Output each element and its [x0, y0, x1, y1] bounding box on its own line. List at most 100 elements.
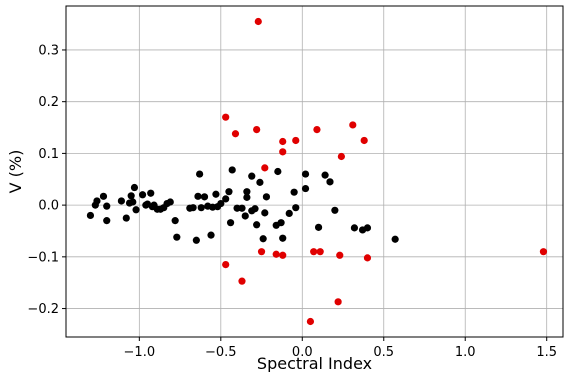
data-point: [279, 234, 287, 242]
data-point: [197, 204, 205, 212]
data-point: [222, 260, 230, 269]
data-point: [314, 223, 323, 231]
data-point: [391, 235, 399, 243]
data-point: [334, 298, 342, 306]
data-point: [301, 184, 310, 193]
data-point: [313, 126, 321, 134]
data-point: [253, 126, 261, 134]
data-point: [243, 193, 251, 201]
data-point: [103, 202, 111, 210]
data-point: [222, 195, 230, 203]
x-tick-label: 0.5: [373, 345, 394, 360]
data-point: [173, 233, 181, 241]
data-point: [279, 148, 287, 156]
data-point: [292, 204, 300, 212]
y-axis-ticks: −0.2 −0.1 0.0 0.1 0.2 0.3: [27, 43, 66, 317]
data-point: [194, 192, 202, 200]
data-point: [253, 221, 261, 229]
data-point: [301, 170, 310, 178]
data-point: [254, 17, 262, 26]
data-point: [228, 166, 236, 174]
data-point: [127, 192, 135, 200]
data-point: [189, 204, 197, 212]
data-point: [360, 136, 368, 145]
data-point: [350, 224, 359, 232]
data-point: [132, 206, 140, 214]
series-0: [86, 166, 399, 244]
data-point: [285, 209, 293, 217]
series-1: [222, 17, 548, 326]
data-point: [147, 189, 155, 197]
data-point: [290, 188, 298, 196]
data-point: [196, 170, 204, 178]
data-point: [238, 277, 246, 285]
data-point: [279, 137, 287, 146]
data-point: [259, 235, 267, 243]
x-tick-label: 0.0: [292, 345, 313, 360]
data-point: [292, 136, 300, 145]
data-point: [222, 113, 230, 121]
data-point: [349, 121, 357, 129]
data-point: [217, 199, 225, 208]
data-point: [117, 197, 126, 205]
data-point: [337, 152, 345, 161]
data-point: [200, 193, 209, 201]
y-tick-label: −0.1: [27, 250, 59, 265]
data-point: [363, 254, 372, 262]
data-point: [331, 206, 339, 214]
data-point: [171, 217, 179, 225]
y-tick-label: 0.2: [38, 95, 59, 110]
plot-frame: [65, 5, 564, 338]
y-tick-label: 0.3: [38, 43, 59, 58]
data-point: [316, 248, 324, 256]
data-point: [122, 214, 130, 222]
data-points: [86, 17, 548, 326]
data-point: [248, 172, 256, 180]
data-point: [261, 209, 269, 217]
grid: [66, 6, 563, 337]
data-point: [256, 178, 264, 186]
data-point: [277, 219, 285, 227]
data-point: [336, 251, 344, 259]
data-point: [130, 183, 139, 192]
data-point: [272, 250, 280, 258]
data-point: [274, 167, 282, 176]
data-point: [310, 248, 318, 256]
data-point: [86, 211, 95, 220]
data-point: [321, 171, 329, 179]
x-tick-label: −1.0: [124, 345, 156, 360]
data-point: [251, 205, 259, 213]
y-axis-label: V (%): [6, 150, 25, 194]
data-point: [241, 212, 249, 220]
x-axis-ticks: −1.0 −0.5 0.0 0.5 1.0 1.5: [124, 337, 557, 360]
data-point: [262, 193, 271, 201]
y-tick-label: 0.1: [38, 147, 59, 162]
data-point: [166, 198, 174, 206]
data-point: [207, 231, 215, 239]
data-point: [306, 317, 315, 326]
data-point: [363, 224, 372, 232]
data-point: [192, 236, 200, 244]
x-tick-label: 1.5: [536, 345, 557, 360]
data-point: [93, 197, 101, 205]
data-point: [539, 248, 548, 256]
x-tick-label: −0.5: [205, 345, 237, 360]
data-point: [243, 188, 251, 196]
data-point: [257, 248, 266, 256]
x-axis-label: Spectral Index: [257, 354, 372, 372]
data-point: [231, 130, 240, 138]
data-point: [226, 219, 235, 227]
data-point: [138, 191, 147, 199]
data-point: [99, 192, 108, 200]
data-point: [238, 204, 246, 212]
x-tick-label: 1.0: [455, 345, 476, 360]
data-point: [103, 217, 111, 225]
y-tick-label: −0.2: [27, 302, 59, 317]
data-point: [326, 178, 334, 186]
y-tick-label: 0.0: [38, 199, 59, 214]
data-point: [129, 198, 137, 206]
data-point: [225, 188, 233, 196]
data-point: [212, 190, 220, 198]
data-point: [261, 164, 269, 172]
